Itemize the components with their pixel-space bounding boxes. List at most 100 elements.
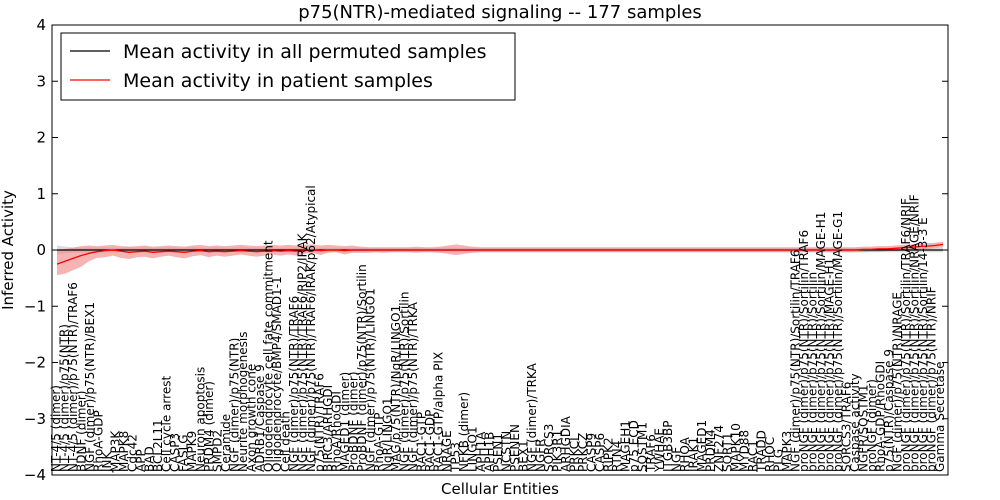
x-tick-label: MAPK3 [780,431,794,472]
x-tick-label: NGF (dimer)/p75(NTR)/TRAF6/IRAK/p62/Atyp… [304,185,318,472]
legend-box [60,32,516,101]
x-tick-label: PSENEN [508,424,522,472]
x-tick-label: FASLG [177,434,191,472]
legend-label-patient: Mean activity in patient samples [123,70,433,92]
x-tick-label: SORCS3/TRAF6 [840,382,854,472]
x-tick-label: NGF [670,447,684,472]
x-tick-label: PRKCI [568,437,582,472]
y-tick-label: 4 [36,16,46,34]
x-tick-label: SQSTM1 [636,422,650,472]
series-lines [56,243,944,265]
x-tick-label: NGF (dimer)/p75(NTR)/BEX1 [83,302,97,472]
x-tick-label: Cell cycle arrest [160,376,174,472]
x-tick-label: p75(NTR)/Caspase 9 [882,349,896,472]
x-tick-label: PLG [772,449,786,472]
x-tick-label: CASP3 [168,433,182,472]
x-tick-label: proNGF (dimer) [865,379,879,472]
x-tick-label: NgR/LINGO1 [381,397,395,472]
x-tick-label: BIRC3/ARHGDI [321,385,335,472]
x-tick-label: Gamma Secretase [933,361,947,472]
x-tick-label: MAG/p75(NTR)/NgR/LINGO1 [389,305,403,472]
x-tick-label: Cdc42 [126,434,140,472]
x-tick-label: Oligodendrocyte/BMP4/SMAD1-1 [270,276,284,472]
x-tick-label: RAC1-GTP [415,412,429,472]
x-tick-label: proNGF (dimer)/p75(NTR)/MAGE-H1 [823,258,837,472]
patient-mean-line [56,243,944,265]
x-tick-label: NGF (dimer)/p75(NTR) [228,338,242,472]
x-tick-label: NGF (dimer)/p75(NTR)/Sortilin/TRAF6 [789,250,803,472]
x-tick-label: APH1B [483,432,497,472]
y-axis-label: Inferred Activity [0,190,17,310]
x-tick-label: APH1A [474,431,488,472]
y-tick-label: −1 [24,297,46,315]
x-tick-label: RAC1-GDP [423,410,437,472]
x-tick-label: RHOC [763,437,777,472]
x-tick-label: PRDM4 [704,429,718,472]
x-tick-label: MAGED1 [695,420,709,472]
x-tick-label: MAGEH1 [619,420,633,472]
y-tick-label: 0 [36,241,46,259]
x-tick-label: Axon growth cone [245,364,259,472]
x-tick-label: p75(NTR)/TRAF6 [313,373,327,472]
x-tick-label: RhoA-GDP [92,410,106,472]
x-tick-label: RhoA-GTP [372,413,386,472]
x-tick-label: NGFR/SQSTM1 [857,384,871,472]
y-tick-label: −2 [24,354,46,372]
x-tick-label: BAD [143,446,157,472]
x-tick-label: APP [134,449,148,472]
x-tick-label: proNGF (dimer)/p75(NTR)/Sortilin/MAGE-G1 [831,211,845,472]
plot-frame [51,24,949,476]
x-tick-label: proNGF (dimer)/p75(NTR)/Sortilin [806,272,820,472]
x-tick-label: MAP3K [109,430,123,472]
x-tick-label: NGF (dimer)/TRKA [525,362,539,472]
x-tick-label: IRAK1 [687,437,701,472]
x-tick-label: proNGF (dimer)/p75(NTR)/Sortilin/14-3-3 … [916,217,930,472]
x-tick-label: NGF (dimer)/p75(NTR)/Sortilin [398,292,412,473]
x-tick-label: proNGF (dimer)/p75(NTR)/Sortilin/MAGE-H1 [814,212,828,472]
x-tick-label: Cell death [279,411,293,472]
y-tick-label: 2 [36,129,46,147]
x-tick-label: MAPK10 [729,423,743,472]
x-tick-label: PRKCZ [576,433,590,472]
x-tick-label: MAPK8 [117,431,131,472]
x-axis-label: Cellular Entities [441,480,559,498]
x-tick-label: NGF (dimer)/p75(NTR)/LINGO1 [364,288,378,472]
x-tick-label: NCSTN [500,431,514,472]
y-tick-label: 1 [36,185,46,203]
x-tick-label: Ceramide [219,414,233,472]
x-tick-label: PSEN1 [491,433,505,472]
x-tick-label: TRAF6 [644,434,658,473]
x-tick-label: TRADD [755,430,769,473]
x-tick-label: ZNF274 [712,425,726,472]
x-tick-label: CASP9 [585,433,599,472]
x-tick-label: BDNF (dimer) [75,391,89,473]
x-tick-label: ProBDNF (dimer) [347,371,361,472]
legend-label-permuted: Mean activity in all permuted samples [123,41,486,63]
x-tick-label: NFKB (dimer) [457,392,471,472]
chart-title: p75(NTR)-mediated signaling -- 177 sampl… [298,2,702,23]
x-tick-label: RTN4 [610,441,624,472]
x-tick-label: NGF (dimer)/p75(NTR)/NRAGE [891,292,905,472]
x-tick-label: MYD88 [738,430,752,472]
x-tick-label: NGFR [534,438,548,472]
x-tick-label: NGF (dimer)/p75(NTR)/TRAF6 [287,296,301,472]
x-tick-label: CASP6 [593,433,607,472]
x-tick-label: PIK3R1 [551,430,565,472]
x-tick-label: SORT1 [721,433,735,473]
x-tick-label: MAGED1 (dimer) [338,372,352,472]
x-tick-label: Oligodendrocyte cell fate commitment [262,240,276,472]
x-tick-label: RhoA-GDP/RhoGDI [874,361,888,472]
x-tick-label: ITGB3BP [661,420,675,472]
x-tick-label: RHOA [678,436,692,472]
x-tick-label: proNGF (dimer)/p75(NTR)/Sortilin/TRAF6/N… [899,198,913,472]
x-tick-label: RAC1 [746,440,760,472]
x-tick-label: NGF (dimer)/p75(NTR)/TRAF6/RIP2/IRAK [296,232,310,472]
x-tick-label: proNGF (dimer)/p75(NTR)/Sortilin/TRAF6 [797,230,811,472]
y-tick-label: −4 [24,466,46,484]
x-tick-label: ADRB1/Caspase 9 [253,364,267,472]
y-tick-label: 3 [36,72,46,90]
x-tick-label: SMPD2 [211,430,225,472]
x-tick-labels: NT-4/5 (dimer)NT-4/5 (dimer)/p75(NTR)NT-… [49,185,947,473]
x-tick-label: BEX1 [517,440,531,472]
